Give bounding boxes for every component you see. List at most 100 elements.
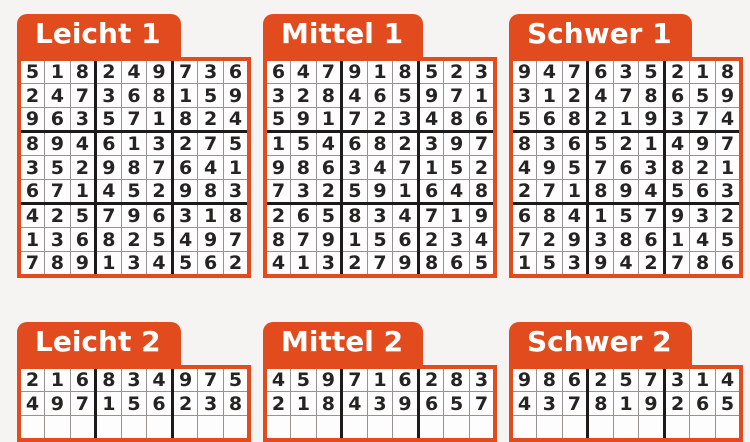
- sudoku-cell: 9: [315, 366, 344, 392]
- sudoku-cell: 5: [18, 58, 46, 84]
- sudoku-cell: 9: [290, 107, 317, 133]
- sudoku-cell: 4: [341, 83, 368, 108]
- sudoku-cell: 9: [315, 227, 344, 252]
- sudoku-cell: 1: [468, 83, 496, 108]
- sudoku-cell: 4: [341, 391, 368, 416]
- puzzle-title: Mittel 1: [281, 17, 404, 50]
- sudoku-cell: 2: [417, 227, 445, 252]
- sudoku-cell: 8: [536, 366, 563, 392]
- sudoku-cell: 7: [197, 366, 224, 392]
- sudoku-cell: 6: [392, 227, 420, 252]
- sudoku-cell: 3: [714, 179, 742, 205]
- sudoku-cell: 5: [417, 58, 445, 84]
- sudoku-cell: 4: [536, 58, 563, 84]
- sudoku-cell: 8: [315, 391, 344, 416]
- puzzle-tab: Schwer 2: [509, 322, 692, 365]
- sudoku-cell: 5: [443, 155, 470, 180]
- sudoku-cell: 6: [146, 391, 174, 416]
- sudoku-cell: 5: [366, 227, 394, 252]
- sudoku-cell: 7: [264, 179, 292, 205]
- sudoku-cell: 1: [95, 391, 122, 416]
- sudoku-cell: 8: [95, 227, 122, 252]
- sudoku-cell: 4: [290, 58, 317, 84]
- sudoku-cell: 2: [612, 131, 640, 156]
- sudoku-cell: 5: [714, 391, 742, 416]
- sudoku-cell: 9: [510, 58, 538, 84]
- sudoku-cell: 8: [366, 131, 394, 156]
- sudoku-cell: 6: [392, 366, 420, 392]
- sudoku-cell: [95, 415, 122, 440]
- sudoku-cell: 2: [146, 179, 174, 205]
- sudoku-cell: 3: [290, 179, 317, 205]
- sudoku-cell: [264, 415, 292, 440]
- sudoku-cell: 9: [417, 83, 445, 108]
- sudoku-cell: 8: [587, 179, 614, 205]
- sudoku-cell: 1: [587, 203, 614, 228]
- sudoku-cell: 2: [417, 366, 445, 392]
- sudoku-cell: 2: [315, 179, 344, 205]
- sudoku-cell: 4: [95, 179, 122, 205]
- sudoku-cell: 7: [69, 83, 98, 108]
- sudoku-cell: 9: [171, 179, 199, 205]
- sudoku-cell: [366, 415, 394, 440]
- sudoku-cell: 4: [120, 58, 148, 84]
- sudoku-cell: 3: [587, 227, 614, 252]
- sudoku-cell: [392, 415, 420, 440]
- sudoku-cell: 3: [468, 366, 496, 392]
- sudoku-cell: 9: [468, 203, 496, 228]
- sudoku-cell: 9: [341, 58, 368, 84]
- sudoku-cell: 8: [587, 391, 614, 416]
- puzzle-tab: Mittel 1: [263, 14, 424, 57]
- sudoku-cell: [510, 415, 538, 440]
- sudoku-cell: 8: [561, 107, 590, 133]
- sudoku-cell: [417, 415, 445, 440]
- sudoku-cell: 4: [315, 131, 344, 156]
- sudoku-cell: 9: [264, 155, 292, 180]
- sudoku-cell: 2: [264, 391, 292, 416]
- sudoku-cell: 2: [510, 179, 538, 205]
- sudoku-cell: 7: [638, 203, 666, 228]
- sudoku-cell: [443, 415, 470, 440]
- sudoku-cell: 9: [171, 366, 199, 392]
- sudoku-cell: 9: [714, 83, 742, 108]
- sudoku-cell: 5: [536, 251, 563, 277]
- sudoku-cell: 7: [95, 203, 122, 228]
- sudoku-cell: [341, 415, 368, 440]
- sudoku-cell: 1: [197, 203, 224, 228]
- sudoku-cell: 4: [222, 107, 250, 133]
- sudoku-cell: 3: [18, 155, 46, 180]
- sudoku-cell: 8: [146, 83, 174, 108]
- sudoku-cell: 1: [290, 251, 317, 277]
- sudoku-cell: 6: [264, 58, 292, 84]
- sudoku-cell: 2: [18, 83, 46, 108]
- sudoku-cell: 1: [341, 227, 368, 252]
- sudoku-cell: [689, 415, 716, 440]
- sudoku-cell: 4: [146, 251, 174, 277]
- sudoku-cell: 7: [366, 251, 394, 277]
- sudoku-cell: 7: [197, 131, 224, 156]
- sudoku-cell: 8: [443, 366, 470, 392]
- sudoku-cell: 8: [392, 58, 420, 84]
- sudoku-cell: 1: [536, 83, 563, 108]
- sudoku-cell: [612, 415, 640, 440]
- sudoku-cell: 7: [290, 227, 317, 252]
- sudoku-cell: [197, 415, 224, 440]
- sudoku-cell: 8: [612, 227, 640, 252]
- sudoku-cell: [290, 415, 317, 440]
- sudoku-cell: 2: [638, 251, 666, 277]
- sudoku-cell: 7: [443, 83, 470, 108]
